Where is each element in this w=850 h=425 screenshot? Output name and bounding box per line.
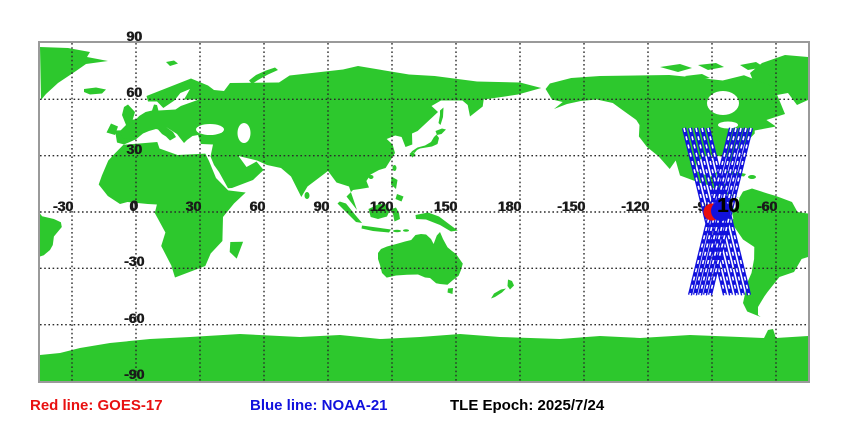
lat-label-90: 90 <box>126 28 142 44</box>
lon-label-150: 150 <box>433 198 457 214</box>
sri-lanka <box>304 192 310 199</box>
orbit-tracks-layer <box>681 127 754 296</box>
lon-label--30: -30 <box>52 198 73 214</box>
legend-red-line: Red line: GOES-17 <box>30 397 163 414</box>
south-america <box>730 188 808 317</box>
ireland <box>106 123 118 135</box>
legend-blue-line: Blue line: NOAA-21 <box>250 397 388 414</box>
borneo <box>368 204 390 219</box>
lat-label--90: -90 <box>123 366 145 382</box>
arctic-islands <box>685 74 710 81</box>
lat-label-30: 30 <box>126 140 142 157</box>
greenland-west <box>750 55 808 105</box>
lon-label-90: 90 <box>313 198 329 214</box>
lon-label-60: 60 <box>249 198 265 214</box>
arctic-islands <box>660 64 692 72</box>
java <box>361 225 391 233</box>
lon-label-0: 0 <box>129 198 137 214</box>
antarctica <box>40 329 808 381</box>
lesser-sunda <box>393 229 401 233</box>
lat-label--30: -30 <box>123 253 145 270</box>
svalbard <box>166 60 178 66</box>
great-lakes <box>718 121 738 129</box>
lon-label--120: -120 <box>620 198 649 214</box>
hokkaido <box>435 128 446 135</box>
hainan <box>368 175 374 179</box>
inland-seas <box>196 91 739 143</box>
legend-tle-epoch: TLE Epoch: 2025/7/24 <box>450 397 605 414</box>
mindanao <box>395 194 404 202</box>
world-map <box>40 43 808 381</box>
sakhalin <box>438 107 444 125</box>
africa <box>98 142 246 278</box>
eurasia <box>115 66 542 210</box>
lon-label-30: 30 <box>185 198 201 214</box>
legend: Red line: GOES-17 Blue line: NOAA-21 TLE… <box>0 396 850 420</box>
sumatra <box>337 201 363 223</box>
caspian-sea <box>237 123 251 143</box>
occluded-gridline-label: 10 <box>717 195 740 217</box>
lon-label--60: -60 <box>756 198 777 214</box>
hudson-bay <box>707 91 739 115</box>
iceland <box>84 87 106 95</box>
new-zealand-south <box>491 288 506 299</box>
lesser-sunda <box>403 229 409 232</box>
greenland-east <box>40 47 108 100</box>
graticule <box>40 43 808 381</box>
arctic-islands <box>698 63 724 70</box>
new-zealand-north <box>507 279 514 290</box>
new-guinea <box>415 212 458 232</box>
lon-label-180: 180 <box>497 198 521 214</box>
brazil-east <box>40 213 62 257</box>
tasmania <box>447 288 453 294</box>
map-frame <box>38 41 810 383</box>
arctic-islands <box>740 62 764 70</box>
great-britain <box>119 104 137 140</box>
lon-label-120: 120 <box>369 198 393 214</box>
australia <box>378 232 463 285</box>
honshu <box>411 134 439 153</box>
noaa-21-marker <box>711 201 731 221</box>
taiwan <box>392 165 397 171</box>
novaya-zemlya <box>249 67 278 84</box>
black-sea <box>196 124 224 135</box>
lat-label--60: -60 <box>123 309 145 326</box>
hispaniola <box>748 175 756 179</box>
lat-label-0: 0 <box>130 197 138 213</box>
lat-label-60: 60 <box>126 84 142 101</box>
madagascar <box>229 241 244 259</box>
satellite-markers <box>703 201 731 221</box>
lon-label--150: -150 <box>556 198 585 214</box>
